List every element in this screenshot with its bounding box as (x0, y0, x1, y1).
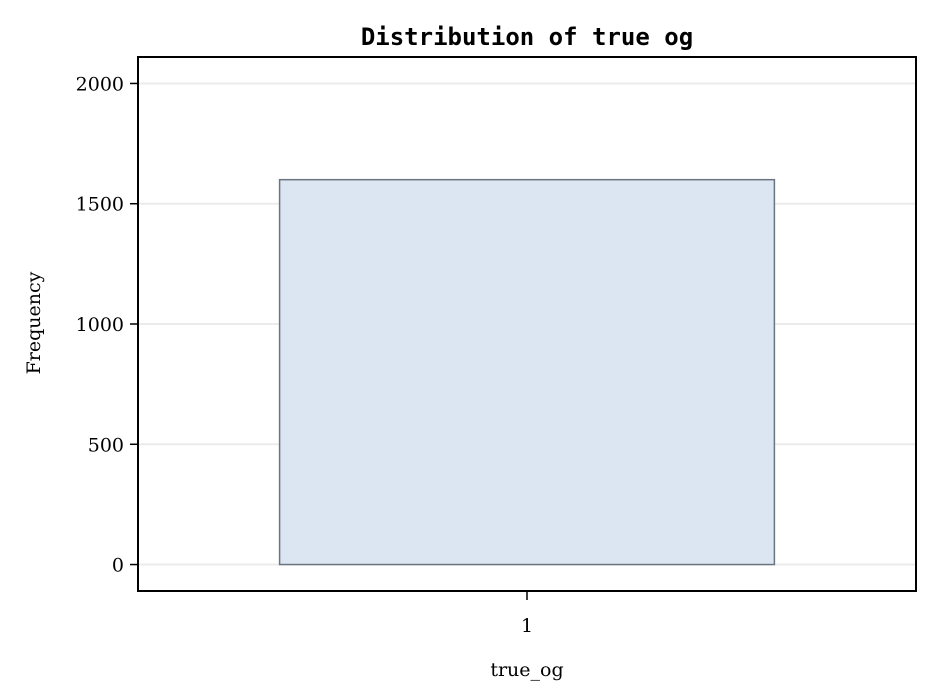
bar (278, 178, 776, 566)
y-tick-label: 1500 (76, 194, 124, 216)
y-tick-label: 1000 (76, 314, 124, 336)
y-axis: 0 500 1000 1500 2000 (76, 73, 138, 577)
y-tick-label: 500 (88, 434, 124, 456)
x-axis: 1 (521, 591, 533, 637)
y-tick-label: 0 (112, 555, 124, 577)
x-tick-label: 1 (521, 615, 533, 637)
chart-title: Distribution of true og (361, 23, 693, 51)
x-axis-label: true_og (490, 659, 563, 681)
y-axis-label: Frequency (23, 271, 45, 374)
bars (278, 178, 776, 566)
y-tick-label: 2000 (76, 73, 124, 95)
